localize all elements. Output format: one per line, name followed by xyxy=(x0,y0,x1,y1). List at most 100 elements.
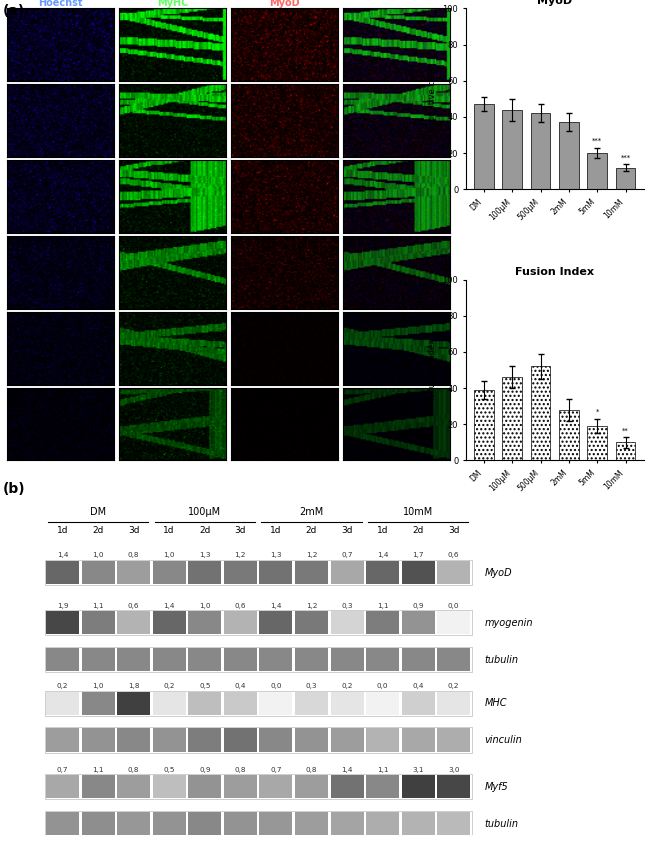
Text: 0,2: 0,2 xyxy=(341,683,353,689)
Bar xyxy=(437,648,470,671)
Bar xyxy=(224,812,257,835)
Text: 0,4: 0,4 xyxy=(235,683,246,689)
Bar xyxy=(46,812,79,835)
Text: 1,4: 1,4 xyxy=(270,603,281,609)
Bar xyxy=(366,776,399,798)
Bar xyxy=(117,691,150,715)
Bar xyxy=(259,812,292,835)
Bar xyxy=(46,776,79,798)
Bar xyxy=(437,611,470,634)
Text: **: ** xyxy=(622,427,629,433)
Bar xyxy=(45,728,471,753)
Bar xyxy=(153,691,186,715)
Bar xyxy=(259,648,292,671)
Text: 0,6: 0,6 xyxy=(128,603,139,609)
Text: 1,1: 1,1 xyxy=(92,766,104,773)
Bar xyxy=(259,728,292,752)
Bar xyxy=(588,426,607,460)
Text: MHC: MHC xyxy=(484,698,507,708)
Bar xyxy=(402,561,435,584)
Bar xyxy=(45,610,471,636)
Bar xyxy=(46,561,79,584)
Text: tubulin: tubulin xyxy=(484,819,518,829)
Text: 1d: 1d xyxy=(57,526,68,535)
Text: 0,0: 0,0 xyxy=(270,683,281,689)
Text: 0,8: 0,8 xyxy=(128,552,139,558)
Text: vinculin: vinculin xyxy=(484,735,522,745)
Bar xyxy=(224,776,257,798)
Text: 0,4: 0,4 xyxy=(412,683,424,689)
Bar xyxy=(224,691,257,715)
Text: 0,2: 0,2 xyxy=(448,683,460,689)
Bar xyxy=(295,611,328,634)
Text: 1,3: 1,3 xyxy=(199,552,211,558)
Bar xyxy=(81,776,114,798)
Bar xyxy=(559,122,578,189)
Text: 100μM: 100μM xyxy=(188,507,222,517)
Bar xyxy=(117,776,150,798)
Text: DM: DM xyxy=(90,507,106,517)
Bar xyxy=(188,812,221,835)
Bar xyxy=(224,648,257,671)
Text: 1,2: 1,2 xyxy=(306,552,317,558)
Text: 0,6: 0,6 xyxy=(235,603,246,609)
Text: 3d: 3d xyxy=(448,526,460,535)
Bar xyxy=(224,728,257,752)
Bar xyxy=(45,775,471,799)
Bar xyxy=(81,728,114,752)
Bar xyxy=(188,691,221,715)
Bar xyxy=(117,728,150,752)
Bar xyxy=(117,648,150,671)
Bar xyxy=(117,611,150,634)
Bar xyxy=(366,728,399,752)
Text: 0,8: 0,8 xyxy=(235,766,246,773)
Bar xyxy=(81,812,114,835)
Bar xyxy=(259,776,292,798)
Bar xyxy=(437,728,470,752)
Text: 0,3: 0,3 xyxy=(341,603,353,609)
Text: 0,7: 0,7 xyxy=(270,766,281,773)
Text: 1,8: 1,8 xyxy=(128,683,139,689)
Text: 0,9: 0,9 xyxy=(412,603,424,609)
Bar xyxy=(616,443,636,460)
Text: 1,3: 1,3 xyxy=(270,552,281,558)
Bar xyxy=(366,561,399,584)
Text: 2d: 2d xyxy=(413,526,424,535)
Title: MyoD: MyoD xyxy=(537,0,572,6)
Bar xyxy=(45,560,471,585)
Bar xyxy=(295,648,328,671)
Text: 3,1: 3,1 xyxy=(412,766,424,773)
Bar xyxy=(366,611,399,634)
Bar xyxy=(530,113,551,189)
Text: 0,2: 0,2 xyxy=(163,683,175,689)
Bar xyxy=(224,611,257,634)
Title: Fusion Index: Fusion Index xyxy=(515,267,594,277)
Bar xyxy=(437,812,470,835)
Bar xyxy=(117,812,150,835)
Text: 1,0: 1,0 xyxy=(199,603,211,609)
Bar xyxy=(402,648,435,671)
Text: 0,8: 0,8 xyxy=(306,766,317,773)
Bar xyxy=(153,611,186,634)
Bar xyxy=(188,728,221,752)
Bar xyxy=(81,561,114,584)
Bar xyxy=(474,390,494,460)
Bar xyxy=(366,812,399,835)
Text: 1,4: 1,4 xyxy=(377,552,388,558)
Bar xyxy=(46,648,79,671)
Text: 2d: 2d xyxy=(199,526,211,535)
Bar xyxy=(224,561,257,584)
Text: 0,0: 0,0 xyxy=(377,683,388,689)
Text: tubulin: tubulin xyxy=(484,655,518,664)
Bar xyxy=(366,648,399,671)
Text: 0,3: 0,3 xyxy=(306,683,317,689)
Bar xyxy=(437,561,470,584)
Text: 1d: 1d xyxy=(270,526,281,535)
Bar xyxy=(81,611,114,634)
Text: 0,5: 0,5 xyxy=(199,683,211,689)
Bar xyxy=(502,378,522,460)
Bar xyxy=(474,105,494,189)
Bar xyxy=(153,776,186,798)
Text: 1,0: 1,0 xyxy=(163,552,175,558)
Bar xyxy=(259,611,292,634)
